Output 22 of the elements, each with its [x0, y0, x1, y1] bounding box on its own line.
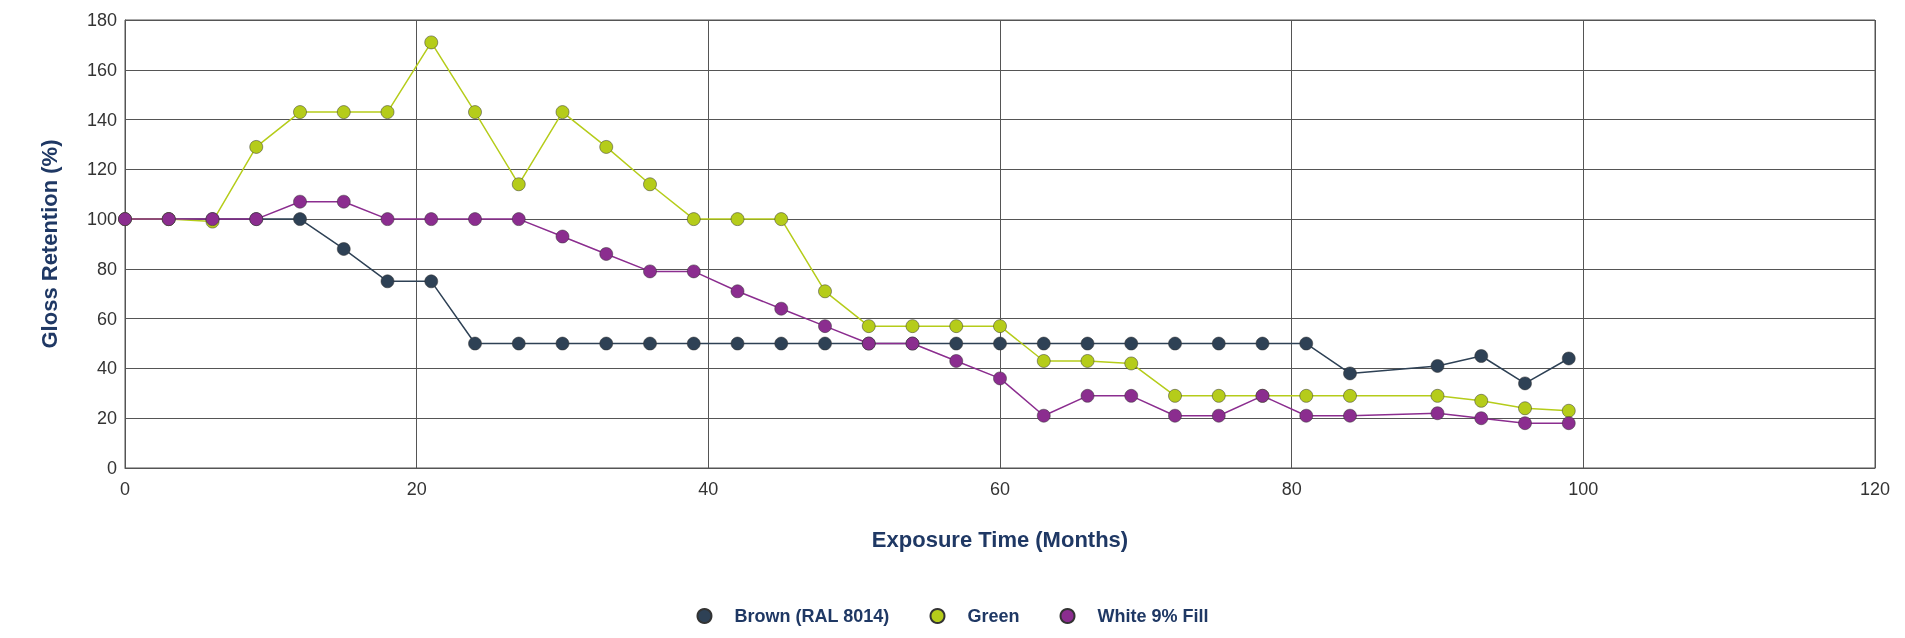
y-tick-label: 0 — [106, 458, 117, 478]
x-tick-label: 100 — [1568, 479, 1599, 499]
y-tick-label: 80 — [96, 258, 117, 279]
x-tick-label: 80 — [1281, 479, 1302, 499]
legend-label: Brown (RAL 8014) — [734, 606, 890, 626]
y-tick-label: 120 — [86, 159, 117, 180]
x-tick-label: 120 — [1859, 479, 1891, 499]
x-tick-label: 20 — [406, 479, 427, 499]
legend-label: White 9% Fill — [1097, 606, 1209, 626]
y-tick-label: 20 — [96, 408, 117, 429]
y-tick-label: 140 — [86, 109, 117, 130]
x-tick-label: 60 — [989, 479, 1011, 499]
legend-label: Green — [967, 606, 1020, 626]
x-tick-label: 0 — [119, 479, 131, 499]
x-axis-title: Exposure Time (Months) — [871, 526, 1129, 552]
y-tick-label: 60 — [96, 308, 117, 329]
x-tick-label: 40 — [698, 479, 719, 499]
y-tick-label: 180 — [86, 10, 117, 30]
y-tick-label: 40 — [96, 358, 117, 379]
y-tick-label: 160 — [86, 59, 117, 80]
y-axis-title: Gloss Retention (%) — [36, 139, 62, 349]
y-tick-label: 100 — [86, 209, 117, 230]
